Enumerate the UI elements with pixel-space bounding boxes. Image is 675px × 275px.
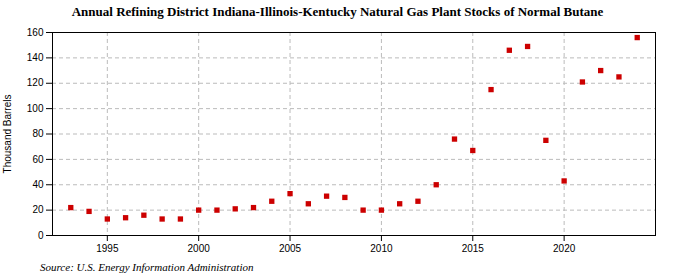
svg-text:160: 160 [27, 27, 44, 38]
svg-text:80: 80 [32, 128, 44, 139]
svg-text:2000: 2000 [188, 243, 211, 254]
html-text:Source: U.S. Energy Informatio: Source: U.S. Energy Information Administ… [40, 261, 254, 273]
svg-text:1995: 1995 [96, 243, 119, 254]
svg-text:Thousand Barrels: Thousand Barrels [2, 95, 13, 174]
svg-text:0: 0 [38, 230, 44, 241]
svg-text:2010: 2010 [370, 243, 393, 254]
svg-text:40: 40 [32, 179, 44, 190]
svg-text:2020: 2020 [553, 243, 576, 254]
svg-text:60: 60 [32, 154, 44, 165]
svg-text:20: 20 [32, 204, 44, 215]
svg-text:2005: 2005 [279, 243, 302, 254]
svg-text:140: 140 [27, 52, 44, 63]
svg-text:2015: 2015 [462, 243, 485, 254]
svg-text:100: 100 [27, 103, 44, 114]
html-text:Annual Refining District India: Annual Refining District Indiana-Illinoi… [71, 4, 604, 19]
svg-text:120: 120 [27, 77, 44, 88]
